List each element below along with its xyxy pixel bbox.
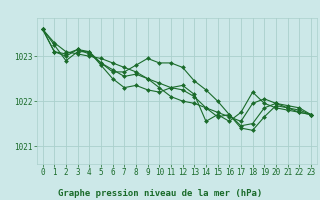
Text: Graphe pression niveau de la mer (hPa): Graphe pression niveau de la mer (hPa) (58, 189, 262, 198)
